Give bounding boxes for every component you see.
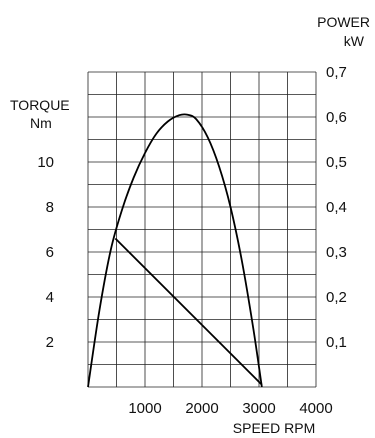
y-left-tick-label: 4 (46, 289, 54, 306)
y-right-tick-label: 0,2 (326, 289, 347, 306)
chart-series (87, 113, 263, 388)
y-right-tick-label: 0,1 (326, 334, 347, 351)
y-left-title-line1: TORQUE (10, 97, 70, 113)
y-right-tick-label: 0,4 (326, 199, 347, 216)
y-left-tick-label: 2 (46, 334, 54, 351)
x-tick-label: 3000 (242, 400, 275, 417)
y-right-tick-label: 0,7 (326, 64, 347, 81)
y-right-tick-label: 0,5 (326, 154, 347, 171)
y-left-tick-label: 8 (46, 199, 54, 216)
y-left-tick-label: 10 (37, 154, 54, 171)
chart-grid (87, 71, 317, 388)
x-tick-label: 2000 (185, 400, 218, 417)
series-line-power (87, 113, 263, 388)
y-left-title-line2: Nm (30, 115, 52, 131)
x-axis-title: SPEED RPM (233, 420, 315, 436)
y-right-tick-label: 0,3 (326, 244, 347, 261)
y-left-tick-label: 6 (46, 244, 54, 261)
y-right-title-line1: POWER (317, 14, 370, 30)
y-right-title-line2: kW (344, 33, 365, 49)
x-tick-label: 1000 (128, 400, 161, 417)
tick-labels: 1000 2000 3000 4000 2 4 6 8 10 0,1 0,2 0,3 0,4 0,5 0,6… (37, 64, 347, 417)
x-tick-label: 4000 (299, 400, 332, 417)
series-line-torque (114, 237, 263, 386)
y-right-tick-label: 0,6 (326, 109, 347, 126)
